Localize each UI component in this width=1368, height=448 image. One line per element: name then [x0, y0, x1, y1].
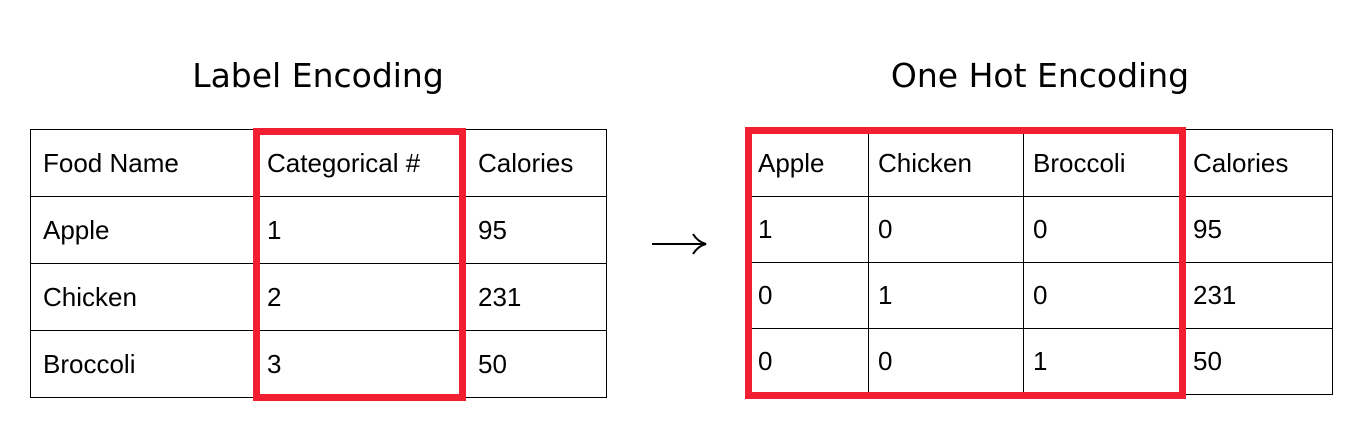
table-cell: 1 [254, 196, 466, 264]
one-hot-encoding-table: Apple Chicken Broccoli Calories 1 0 0 95… [748, 129, 1333, 395]
table-cell: 0 [1023, 196, 1184, 263]
table-cell: 0 [748, 262, 869, 329]
table-header-row: Apple Chicken Broccoli Calories [748, 129, 1333, 197]
label-encoding-title: Label Encoding [192, 56, 444, 95]
table-cell: Chicken [30, 263, 255, 331]
header-calories: Calories [465, 129, 607, 197]
header-apple: Apple [748, 129, 869, 197]
header-chicken: Chicken [868, 129, 1024, 197]
table-cell: 0 [868, 196, 1024, 263]
table-cell: 231 [465, 263, 607, 331]
header-food-name: Food Name [30, 129, 255, 197]
table-row: 0 1 0 231 [748, 262, 1333, 329]
table-header-row: Food Name Categorical # Calories [30, 129, 607, 197]
table-cell: 50 [1183, 328, 1333, 395]
header-broccoli: Broccoli [1023, 129, 1184, 197]
table-cell: 1 [1023, 328, 1184, 395]
header-calories: Calories [1183, 129, 1333, 197]
table-cell: Apple [30, 196, 255, 264]
header-categorical-number: Categorical # [254, 129, 466, 197]
one-hot-encoding-title: One Hot Encoding [890, 56, 1190, 95]
table-cell: 95 [1183, 196, 1333, 263]
table-cell: 50 [465, 330, 607, 398]
table-row: 0 0 1 50 [748, 328, 1333, 395]
table-cell: 1 [748, 196, 869, 263]
table-cell: 0 [748, 328, 869, 395]
table-row: Chicken 2 231 [30, 263, 607, 331]
table-row: Broccoli 3 50 [30, 330, 607, 398]
table-cell: 231 [1183, 262, 1333, 329]
right-arrow-icon [652, 233, 707, 255]
table-cell: 1 [868, 262, 1024, 329]
table-cell: 95 [465, 196, 607, 264]
table-cell: Broccoli [30, 330, 255, 398]
label-encoding-table: Food Name Categorical # Calories Apple 1… [30, 129, 607, 398]
table-cell: 0 [868, 328, 1024, 395]
table-cell: 2 [254, 263, 466, 331]
table-row: 1 0 0 95 [748, 196, 1333, 263]
table-row: Apple 1 95 [30, 196, 607, 264]
table-cell: 3 [254, 330, 466, 398]
table-cell: 0 [1023, 262, 1184, 329]
